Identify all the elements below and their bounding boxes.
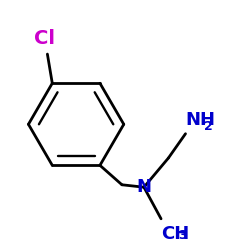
Text: CH: CH xyxy=(161,225,189,243)
Text: 3: 3 xyxy=(179,228,187,241)
Text: 2: 2 xyxy=(204,120,212,132)
Text: NH: NH xyxy=(186,111,216,129)
Text: Cl: Cl xyxy=(34,29,56,48)
Text: N: N xyxy=(136,178,152,196)
